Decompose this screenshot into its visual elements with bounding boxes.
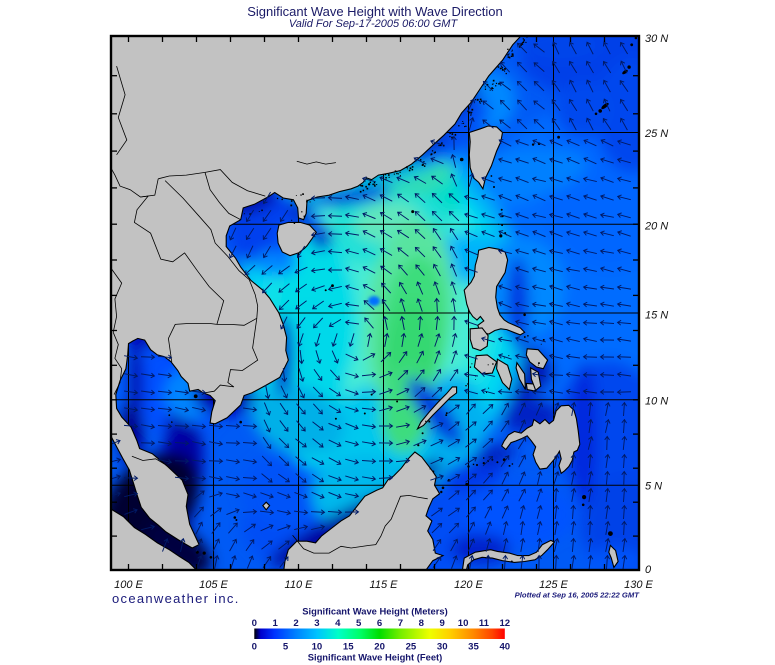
svg-text:5 N: 5 N	[645, 481, 662, 493]
svg-text:2: 2	[293, 618, 298, 629]
svg-text:10 N: 10 N	[645, 396, 668, 408]
svg-text:12: 12	[499, 618, 510, 629]
svg-text:Significant Wave Height (Meter: Significant Wave Height (Meters)	[302, 606, 448, 617]
svg-text:30 N: 30 N	[645, 33, 668, 45]
svg-text:10: 10	[312, 642, 323, 653]
svg-text:Valid For Sep-17-2005 06:00 GM: Valid For Sep-17-2005 06:00 GMT	[289, 18, 459, 30]
svg-text:1: 1	[273, 618, 279, 629]
svg-text:5: 5	[356, 618, 362, 629]
svg-text:35: 35	[468, 642, 479, 653]
svg-text:Significant Wave Height with W: Significant Wave Height with Wave Direct…	[247, 4, 503, 19]
svg-text:Plotted at Sep 16, 2005 22:22: Plotted at Sep 16, 2005 22:22 GMT	[515, 591, 641, 600]
svg-text:4: 4	[335, 618, 341, 629]
svg-text:110 E: 110 E	[285, 579, 314, 591]
svg-text:20: 20	[374, 642, 385, 653]
svg-text:8: 8	[419, 618, 425, 629]
svg-text:120 E: 120 E	[454, 579, 483, 591]
svg-text:15 N: 15 N	[645, 310, 668, 322]
svg-text:11: 11	[479, 618, 490, 629]
svg-text:20 N: 20 N	[644, 221, 668, 233]
svg-text:9: 9	[440, 618, 445, 629]
svg-text:7: 7	[398, 618, 403, 629]
svg-text:0: 0	[252, 618, 257, 629]
svg-text:125 E: 125 E	[539, 579, 568, 591]
svg-text:15: 15	[343, 642, 354, 653]
svg-text:105 E: 105 E	[199, 579, 228, 591]
svg-text:25 N: 25 N	[644, 128, 668, 140]
svg-text:0: 0	[252, 642, 257, 653]
svg-text:25: 25	[406, 642, 417, 653]
svg-text:0: 0	[645, 564, 652, 576]
svg-text:10: 10	[458, 618, 469, 629]
svg-text:Significant Wave Height (Feet): Significant Wave Height (Feet)	[308, 652, 443, 663]
svg-text:3: 3	[314, 618, 319, 629]
svg-text:115 E: 115 E	[370, 579, 399, 591]
svg-text:30: 30	[437, 642, 448, 653]
svg-text:5: 5	[283, 642, 289, 653]
svg-text:40: 40	[499, 642, 510, 653]
svg-text:6: 6	[377, 618, 382, 629]
svg-text:oceanweather inc.: oceanweather inc.	[112, 591, 240, 606]
svg-text:100 E: 100 E	[114, 579, 143, 591]
svg-text:130 E: 130 E	[624, 579, 653, 591]
